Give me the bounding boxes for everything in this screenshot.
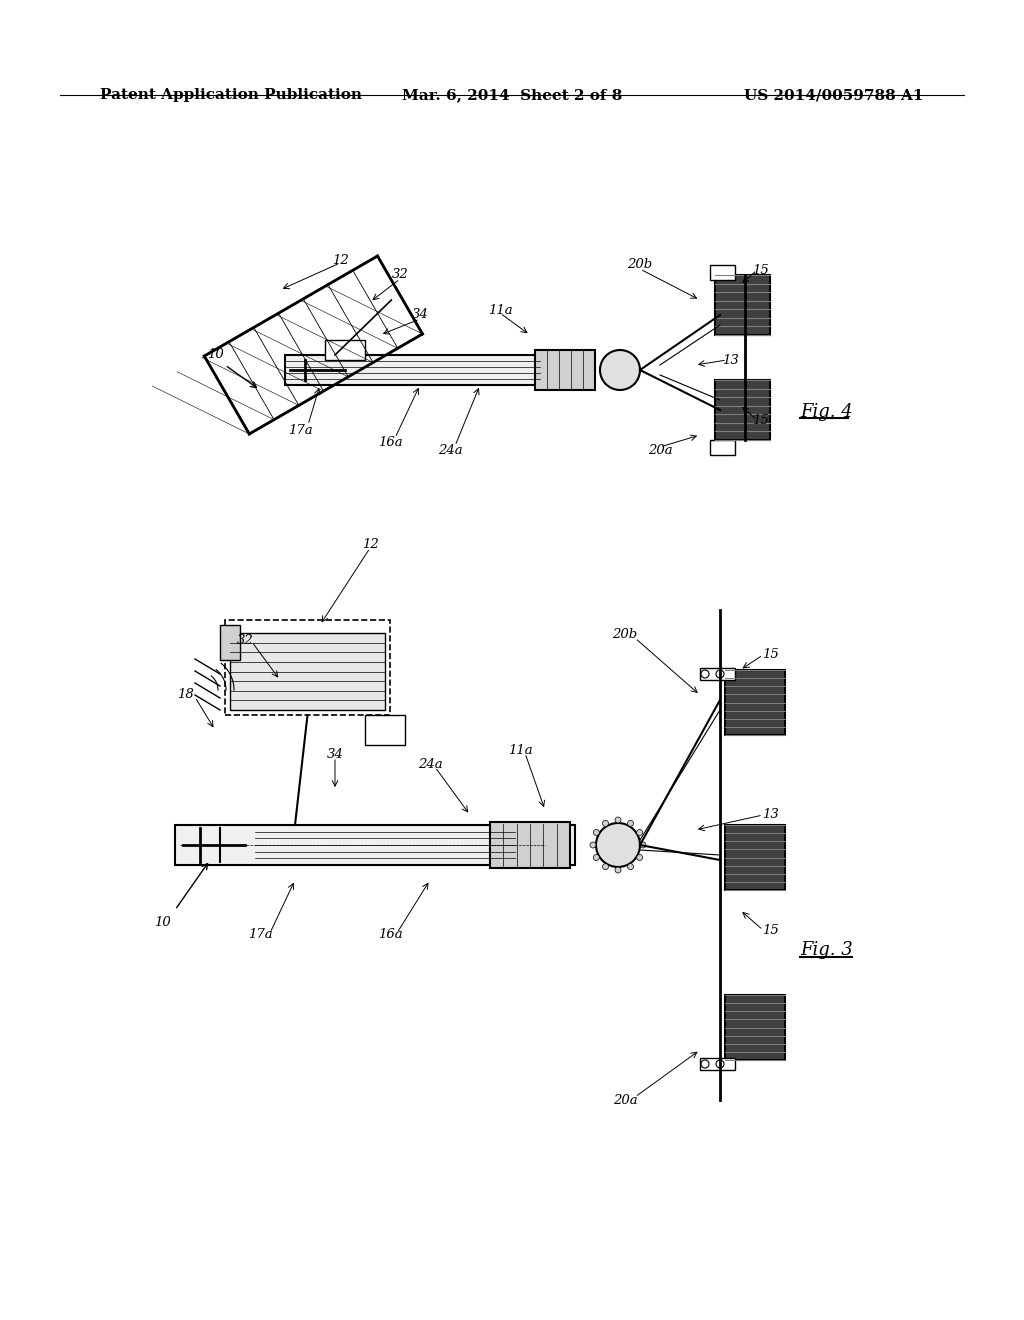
Text: 32: 32 <box>237 634 253 647</box>
Text: 34: 34 <box>412 309 428 322</box>
Text: 20a: 20a <box>648 444 673 457</box>
Circle shape <box>628 820 634 826</box>
Text: 20b: 20b <box>612 628 638 642</box>
Text: 15: 15 <box>752 264 768 276</box>
Text: Patent Application Publication: Patent Application Publication <box>100 88 362 102</box>
Text: 13: 13 <box>722 354 738 367</box>
Bar <box>710 265 735 280</box>
Circle shape <box>600 350 640 389</box>
Text: Fig. 3: Fig. 3 <box>800 941 853 960</box>
Circle shape <box>590 842 596 847</box>
Circle shape <box>716 1060 724 1068</box>
Text: 16a: 16a <box>378 436 402 449</box>
Text: 17a: 17a <box>248 928 272 941</box>
Bar <box>220 624 240 660</box>
Bar <box>490 822 570 869</box>
Circle shape <box>716 671 724 678</box>
Circle shape <box>701 1060 709 1068</box>
Circle shape <box>602 863 608 870</box>
Bar <box>365 715 406 744</box>
Circle shape <box>701 671 709 678</box>
Circle shape <box>602 820 608 826</box>
Text: Mar. 6, 2014  Sheet 2 of 8: Mar. 6, 2014 Sheet 2 of 8 <box>401 88 623 102</box>
Text: 13: 13 <box>762 808 778 821</box>
Circle shape <box>615 817 621 822</box>
Circle shape <box>593 829 599 836</box>
Text: 12: 12 <box>361 539 379 552</box>
Circle shape <box>593 854 599 861</box>
Bar <box>535 350 595 389</box>
Bar <box>700 668 735 680</box>
Bar <box>715 380 770 440</box>
Text: 15: 15 <box>752 413 768 426</box>
Text: 20a: 20a <box>612 1093 637 1106</box>
Bar <box>725 671 785 735</box>
Text: 24a: 24a <box>437 444 462 457</box>
Text: US 2014/0059788 A1: US 2014/0059788 A1 <box>744 88 924 102</box>
Bar <box>230 634 385 710</box>
Text: 11a: 11a <box>508 743 532 756</box>
Text: 10: 10 <box>154 916 170 928</box>
Bar <box>285 355 590 385</box>
Bar <box>725 995 785 1060</box>
Text: 32: 32 <box>391 268 409 281</box>
Bar <box>725 825 785 890</box>
Bar <box>710 440 735 455</box>
Polygon shape <box>205 256 423 434</box>
Circle shape <box>640 842 646 847</box>
Circle shape <box>637 854 643 861</box>
Text: 10: 10 <box>207 348 223 362</box>
Circle shape <box>637 829 643 836</box>
Text: 24a: 24a <box>418 759 442 771</box>
Bar <box>715 275 770 335</box>
Circle shape <box>628 863 634 870</box>
Text: 15: 15 <box>762 924 778 936</box>
Text: 17a: 17a <box>288 424 312 437</box>
Bar <box>175 825 575 865</box>
Text: 20b: 20b <box>628 259 652 272</box>
Text: 34: 34 <box>327 748 343 762</box>
Circle shape <box>596 822 640 867</box>
Text: 16a: 16a <box>378 928 402 941</box>
Bar <box>325 341 365 360</box>
Text: 12: 12 <box>332 253 348 267</box>
Circle shape <box>615 867 621 873</box>
Text: 11a: 11a <box>487 304 512 317</box>
Text: 15: 15 <box>762 648 778 661</box>
Bar <box>225 620 390 715</box>
Text: Fig. 4: Fig. 4 <box>800 403 853 421</box>
Bar <box>700 1059 735 1071</box>
Text: 18: 18 <box>176 689 194 701</box>
